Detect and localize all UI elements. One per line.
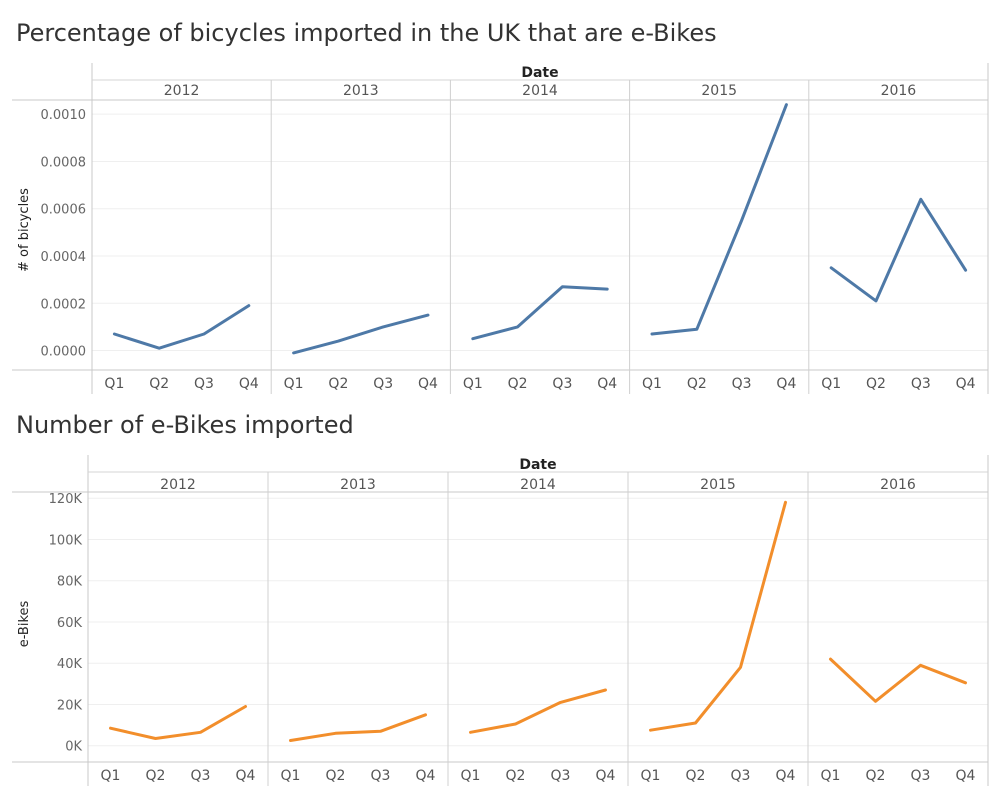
quarter-label: Q1: [641, 768, 661, 784]
y-tick-label: 0.0008: [41, 155, 87, 170]
year-label: 2012: [160, 477, 196, 493]
year-label: 2013: [340, 477, 376, 493]
year-label: 2014: [520, 477, 556, 493]
x-axis-title: Date: [521, 65, 558, 81]
year-label: 2015: [701, 83, 737, 99]
series-line-2015: [650, 103, 788, 336]
y-tick-label: 0.0010: [41, 108, 87, 123]
quarter-label: Q2: [866, 376, 886, 392]
quarter-label: Q4: [596, 768, 616, 784]
quarter-label: Q3: [552, 376, 572, 392]
quarter-label: Q3: [194, 376, 214, 392]
quarter-label: Q3: [911, 768, 931, 784]
y-tick-label: 0.0004: [41, 250, 87, 265]
quarter-label: Q2: [506, 768, 526, 784]
y-tick-label: 0K: [65, 740, 82, 755]
year-label: 2012: [164, 83, 200, 99]
quarter-label: Q4: [239, 376, 259, 392]
bicycle-share-chart: Date 0.0000 0.0002 0.0004 0.0006 0.0008 0.0010…: [12, 63, 989, 394]
quarter-label: Q3: [731, 768, 751, 784]
quarter-label: Q1: [463, 376, 483, 392]
y-tick-label: 80K: [57, 575, 83, 590]
y-tick-label: 0.0000: [41, 345, 87, 360]
quarter-label: Q4: [776, 768, 796, 784]
quarter-label: Q3: [551, 768, 571, 784]
series-line-2015: [649, 500, 787, 732]
y-tick-label: 60K: [57, 616, 83, 631]
x-axis-title: Date: [519, 457, 556, 473]
y-tick-label: 100K: [49, 533, 83, 548]
quarter-label: Q4: [776, 376, 796, 392]
year-label: 2015: [700, 477, 736, 493]
y-tick-label: 0.0002: [41, 297, 87, 312]
quarter-label: Q4: [597, 376, 617, 392]
quarter-label: Q4: [418, 376, 438, 392]
series-line-2013: [289, 713, 427, 742]
quarter-label: Q2: [686, 768, 706, 784]
quarter-label: Q1: [821, 376, 841, 392]
quarter-label: Q2: [866, 768, 886, 784]
year-label: 2014: [522, 83, 558, 99]
quarter-label: Q3: [371, 768, 391, 784]
quarter-label: Q1: [642, 376, 662, 392]
series-line-2012: [112, 304, 251, 350]
quarter-label: Q4: [956, 376, 976, 392]
ebike-count-chart: Date 0K 20K 40K 60K 80K 100K 120K e-Bikes 2012 Q1 Q…: [12, 455, 989, 786]
quarter-label: Q4: [416, 768, 436, 784]
quarter-label: Q1: [281, 768, 301, 784]
year-label: 2016: [880, 477, 916, 493]
quarter-label: Q3: [732, 376, 752, 392]
quarter-label: Q2: [508, 376, 528, 392]
series-line-2016: [829, 197, 968, 303]
series-line-2014: [471, 285, 609, 341]
quarter-label: Q2: [326, 768, 346, 784]
series-line-2014: [469, 688, 607, 734]
quarter-label: Q2: [149, 376, 169, 392]
y-axis-title: e-Bikes: [17, 600, 32, 647]
quarter-label: Q1: [104, 376, 124, 392]
quarter-label: Q3: [911, 376, 931, 392]
chart-title: Percentage of bicycles imported in the U…: [16, 19, 717, 47]
quarter-label: Q1: [461, 768, 481, 784]
y-tick-label: 120K: [49, 492, 83, 507]
series-line-2013: [292, 313, 430, 355]
quarter-label: Q3: [191, 768, 211, 784]
quarter-label: Q2: [687, 376, 707, 392]
quarter-label: Q2: [146, 768, 166, 784]
year-label: 2013: [343, 83, 379, 99]
chart-title: Number of e-Bikes imported: [16, 411, 354, 439]
y-tick-label: 0.0006: [41, 203, 87, 218]
quarter-label: Q3: [373, 376, 393, 392]
y-tick-label: 20K: [57, 698, 83, 713]
quarter-label: Q4: [236, 768, 256, 784]
quarter-label: Q2: [328, 376, 348, 392]
quarter-label: Q1: [101, 768, 121, 784]
quarter-label: Q1: [284, 376, 304, 392]
y-tick-label: 40K: [57, 657, 83, 672]
quarter-label: Q1: [821, 768, 841, 784]
series-line-2012: [109, 705, 247, 740]
y-axis-title: # of bicycles: [17, 188, 32, 272]
quarter-label: Q4: [956, 768, 976, 784]
series-line-2016: [829, 657, 967, 703]
year-label: 2016: [881, 83, 917, 99]
